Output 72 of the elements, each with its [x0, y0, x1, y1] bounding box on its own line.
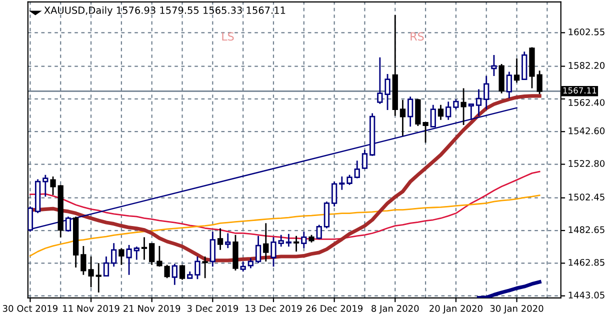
candlestick — [286, 233, 292, 248]
x-tick-label: 21 Nov 2019 — [124, 305, 180, 312]
candlestick — [408, 96, 414, 128]
candlestick — [293, 235, 300, 252]
candlestick — [438, 104, 444, 121]
candlestick — [484, 75, 490, 110]
candlestick — [202, 256, 208, 279]
line-series — [30, 194, 540, 257]
x-tick-label: 3 Dec 2019 — [187, 305, 238, 312]
y-tick-label: 1522.80 — [568, 160, 605, 167]
x-tick-label: 13 Dec 2019 — [246, 305, 302, 312]
y-tick-label: 1602.55 — [568, 28, 604, 36]
candlestick — [179, 264, 186, 280]
chart-title: XAUUSD,Daily 1576.93 1579.55 1565.33 1567.11 — [44, 6, 286, 16]
candlestick — [225, 232, 231, 249]
x-tick-label: 26 Dec 2019 — [306, 305, 363, 312]
x-tick-label: 20 Jan 2020 — [430, 305, 482, 314]
candlestick — [362, 149, 368, 170]
x-tick-label: 30 Jan 2020 — [490, 305, 544, 314]
candlestick — [80, 245, 86, 276]
candlestick — [96, 262, 102, 294]
line-series — [476, 280, 542, 298]
candlestick — [194, 256, 200, 280]
y-tick-label: 1582.20 — [568, 62, 605, 69]
candlestick — [536, 70, 542, 95]
candlestick — [103, 256, 110, 278]
candlestick — [491, 54, 497, 77]
candlestick — [255, 235, 262, 264]
candlestick — [42, 174, 48, 198]
x-tick-label: 11 Nov 2019 — [63, 305, 120, 312]
candlestick — [514, 58, 520, 84]
candlestick — [339, 176, 345, 191]
candlestick — [248, 257, 254, 269]
annotation: RS — [410, 32, 424, 41]
y-tick-label: 1462.85 — [568, 258, 604, 266]
y-tick-label: 1482.65 — [568, 226, 604, 234]
candlestick — [331, 180, 338, 208]
y-tick-label: 1542.60 — [568, 127, 605, 134]
candlestick — [134, 246, 140, 260]
candlestick — [301, 230, 307, 249]
candlestick — [141, 236, 148, 260]
candlestick — [316, 224, 322, 240]
candlestick — [506, 71, 512, 99]
candlestick — [354, 160, 360, 179]
candlestick — [384, 73, 390, 111]
candlestick — [149, 242, 155, 266]
y-tick-label: 1502.45 — [568, 194, 604, 200]
candlestick — [210, 230, 216, 268]
candlestick — [118, 248, 124, 266]
x-tick-label: 30 Oct 2019 — [2, 305, 58, 312]
candlestick — [263, 222, 269, 262]
x-tick-label: 8 Jan 2020 — [372, 305, 419, 314]
candlestick — [460, 88, 466, 126]
candlestick — [111, 242, 117, 268]
ref-line-label: 1567.11 — [563, 87, 596, 94]
candlestick — [400, 99, 406, 137]
candlestick — [240, 260, 246, 272]
candlestick — [446, 100, 452, 121]
candlestick — [270, 236, 276, 268]
y-tick-label: 1443.05 — [568, 292, 604, 298]
annotation: LS — [222, 32, 234, 41]
candlestick — [88, 256, 94, 288]
candlestick — [172, 263, 178, 286]
candlestick — [50, 176, 56, 196]
candlestick — [377, 56, 383, 105]
candlestick — [278, 234, 284, 248]
candlestick — [346, 174, 352, 186]
candlestick — [324, 200, 330, 229]
y-tick-label: 1562.40 — [568, 99, 605, 106]
candlestick — [126, 244, 132, 276]
candlestick — [453, 98, 459, 110]
candlestick — [217, 228, 224, 251]
